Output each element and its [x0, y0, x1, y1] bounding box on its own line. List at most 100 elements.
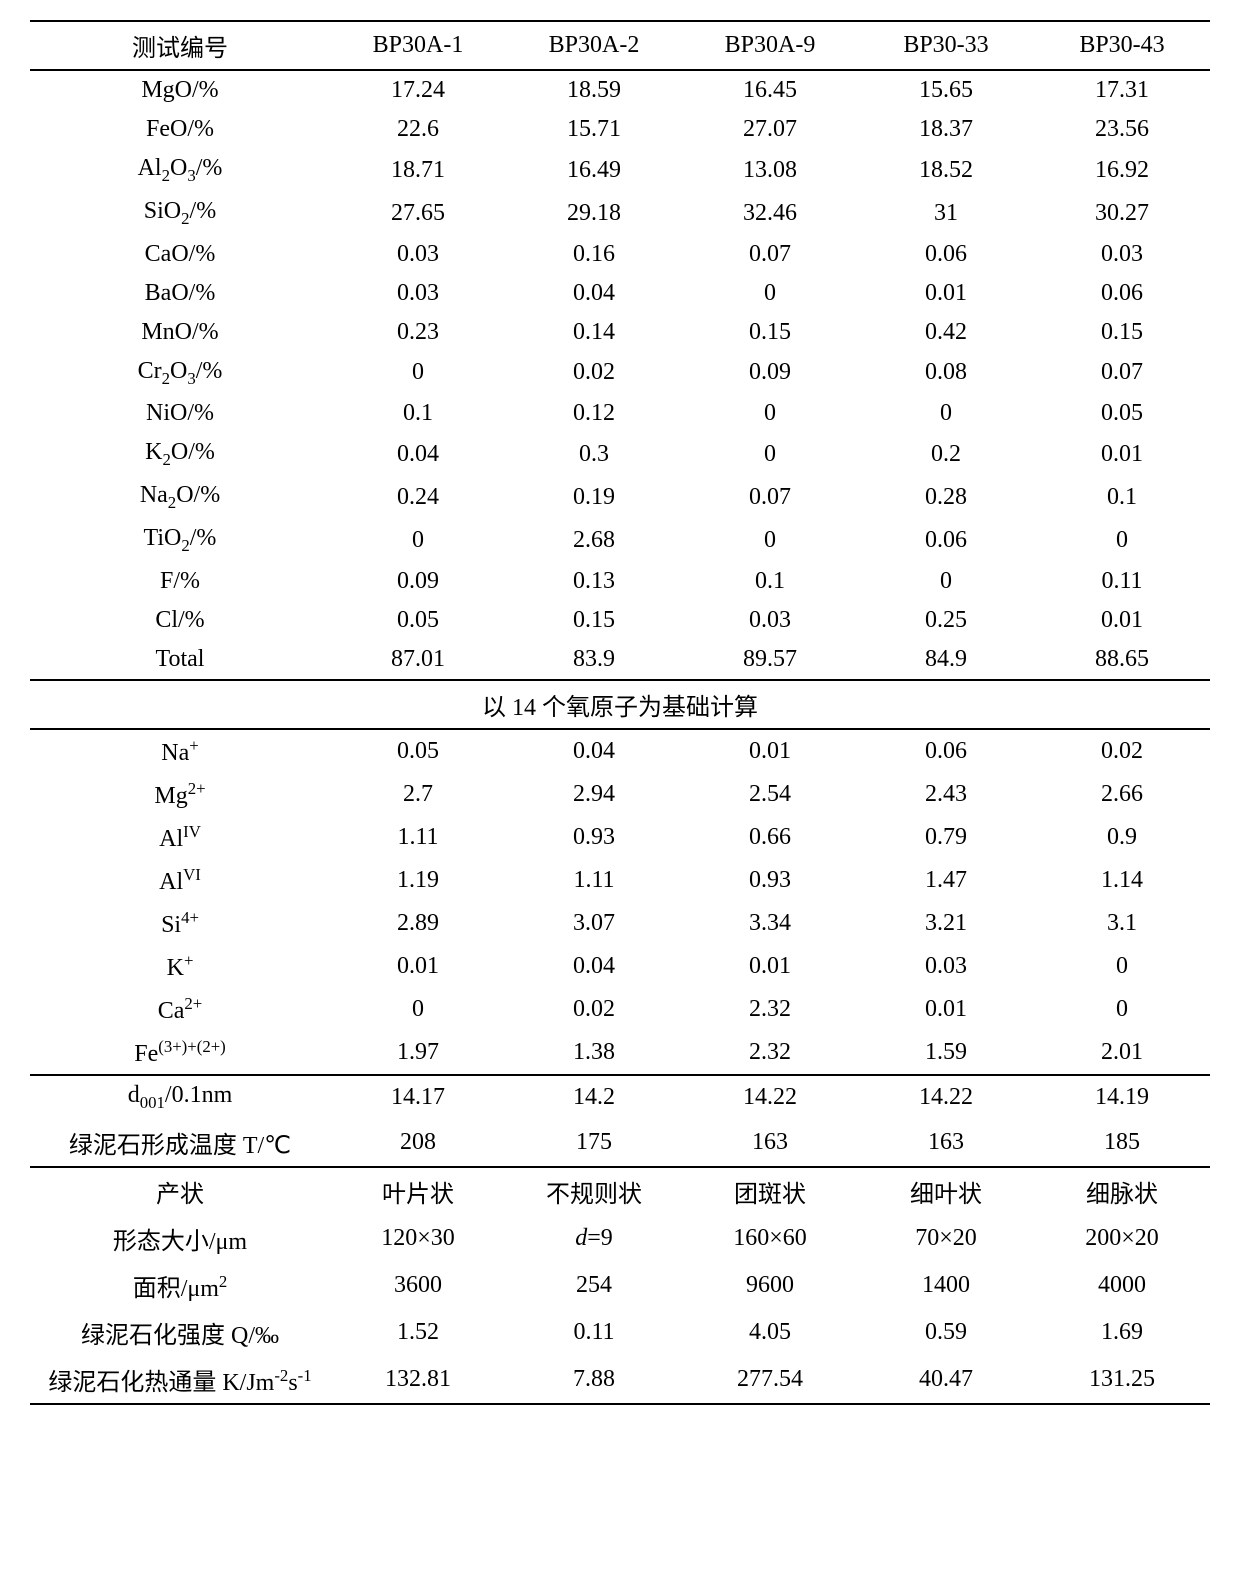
section-header: 以 14 个氧原子为基础计算 [30, 680, 1210, 729]
table-row: Al2O3/%18.7116.4913.0818.5216.92 [30, 149, 1210, 192]
cell: 3600 [330, 1262, 506, 1309]
cell: 0.03 [330, 274, 506, 313]
cell: 84.9 [858, 640, 1034, 680]
table-row: 绿泥石化热通量 K/Jm-2s-1132.817.88277.5440.4713… [30, 1356, 1210, 1404]
cell: 0.15 [682, 313, 858, 352]
table-row: CaO/%0.030.160.070.060.03 [30, 235, 1210, 274]
cell: 18.52 [858, 149, 1034, 192]
cell: 1400 [858, 1262, 1034, 1309]
cell: 120×30 [330, 1215, 506, 1262]
table-row: Cr2O3/%00.020.090.080.07 [30, 352, 1210, 395]
row-label: Total [30, 640, 330, 680]
cell: 4.05 [682, 1309, 858, 1356]
row-label: 面积/μm2 [30, 1262, 330, 1309]
cell: 7.88 [506, 1356, 682, 1404]
cell: 1.11 [506, 859, 682, 902]
cell: 0.23 [330, 313, 506, 352]
table-row: NiO/%0.10.12000.05 [30, 394, 1210, 433]
section-header-row: 以 14 个氧原子为基础计算 [30, 680, 1210, 729]
cell: 0.04 [506, 729, 682, 773]
cell: 185 [1034, 1119, 1210, 1167]
cell: 2.43 [858, 773, 1034, 816]
cell: 0 [330, 519, 506, 562]
row-label: Ca2+ [30, 988, 330, 1031]
cell: 29.18 [506, 192, 682, 235]
cell: 2.66 [1034, 773, 1210, 816]
row-label: AlIV [30, 816, 330, 859]
cell: 17.31 [1034, 70, 1210, 110]
cell: 160×60 [682, 1215, 858, 1262]
cell: 0.11 [506, 1309, 682, 1356]
cell: 87.01 [330, 640, 506, 680]
table-row: 绿泥石形成温度 T/℃208175163163185 [30, 1119, 1210, 1167]
table-row: K2O/%0.040.300.20.01 [30, 433, 1210, 476]
row-label: Cl/% [30, 601, 330, 640]
cell: 0.24 [330, 476, 506, 519]
row-label: CaO/% [30, 235, 330, 274]
cell: 0.1 [682, 562, 858, 601]
cell: 0.1 [330, 394, 506, 433]
row-label: TiO2/% [30, 519, 330, 562]
cell: 0 [682, 394, 858, 433]
table-row: SiO2/%27.6529.1832.463130.27 [30, 192, 1210, 235]
cell: 1.11 [330, 816, 506, 859]
cell: 163 [682, 1119, 858, 1167]
cell: 0.09 [682, 352, 858, 395]
table-row: K+0.010.040.010.030 [30, 945, 1210, 988]
cell: 2.94 [506, 773, 682, 816]
cell: 叶片状 [330, 1167, 506, 1215]
cell: 0.1 [1034, 476, 1210, 519]
cell: 14.2 [506, 1075, 682, 1119]
cell: 0.15 [1034, 313, 1210, 352]
cell: 0.06 [858, 235, 1034, 274]
cell: 15.71 [506, 110, 682, 149]
cell: 0.25 [858, 601, 1034, 640]
row-label: Al2O3/% [30, 149, 330, 192]
column-header: BP30A-2 [506, 21, 682, 70]
cell: 0.01 [1034, 601, 1210, 640]
cell: 0 [682, 433, 858, 476]
cell: 18.59 [506, 70, 682, 110]
cell: 0.05 [330, 729, 506, 773]
cell: 不规则状 [506, 1167, 682, 1215]
cell: 0.07 [682, 476, 858, 519]
cell: 0.07 [1034, 352, 1210, 395]
cell: 30.27 [1034, 192, 1210, 235]
cell: 0 [1034, 988, 1210, 1031]
cell: 0.03 [682, 601, 858, 640]
cell: 83.9 [506, 640, 682, 680]
cell: 31 [858, 192, 1034, 235]
cell: 0.05 [1034, 394, 1210, 433]
cell: 0.01 [858, 988, 1034, 1031]
cell: 1.97 [330, 1031, 506, 1075]
cell: 1.38 [506, 1031, 682, 1075]
cell: 15.65 [858, 70, 1034, 110]
cell: 团斑状 [682, 1167, 858, 1215]
row-label: Na+ [30, 729, 330, 773]
cell: 0.02 [506, 352, 682, 395]
table-row: Ca2+00.022.320.010 [30, 988, 1210, 1031]
row-label: MnO/% [30, 313, 330, 352]
cell: 16.49 [506, 149, 682, 192]
cell: 2.54 [682, 773, 858, 816]
data-table: 测试编号BP30A-1BP30A-2BP30A-9BP30-33BP30-43 M… [30, 20, 1210, 1405]
row-label: K2O/% [30, 433, 330, 476]
cell: 22.6 [330, 110, 506, 149]
table-row: Si4+2.893.073.343.213.1 [30, 902, 1210, 945]
row-label: BaO/% [30, 274, 330, 313]
cell: 18.37 [858, 110, 1034, 149]
cell: 88.65 [1034, 640, 1210, 680]
cell: 0.93 [682, 859, 858, 902]
cell: 0 [1034, 945, 1210, 988]
cell: 0 [682, 519, 858, 562]
table-row: BaO/%0.030.0400.010.06 [30, 274, 1210, 313]
table-row: d001/0.1nm14.1714.214.2214.2214.19 [30, 1075, 1210, 1119]
column-header: BP30A-9 [682, 21, 858, 70]
cell: 0.79 [858, 816, 1034, 859]
table-row: FeO/%22.615.7127.0718.3723.56 [30, 110, 1210, 149]
header-row: 测试编号BP30A-1BP30A-2BP30A-9BP30-33BP30-43 [30, 21, 1210, 70]
cell: 3.21 [858, 902, 1034, 945]
header-label: 测试编号 [30, 21, 330, 70]
cell: 208 [330, 1119, 506, 1167]
cell: 0.2 [858, 433, 1034, 476]
